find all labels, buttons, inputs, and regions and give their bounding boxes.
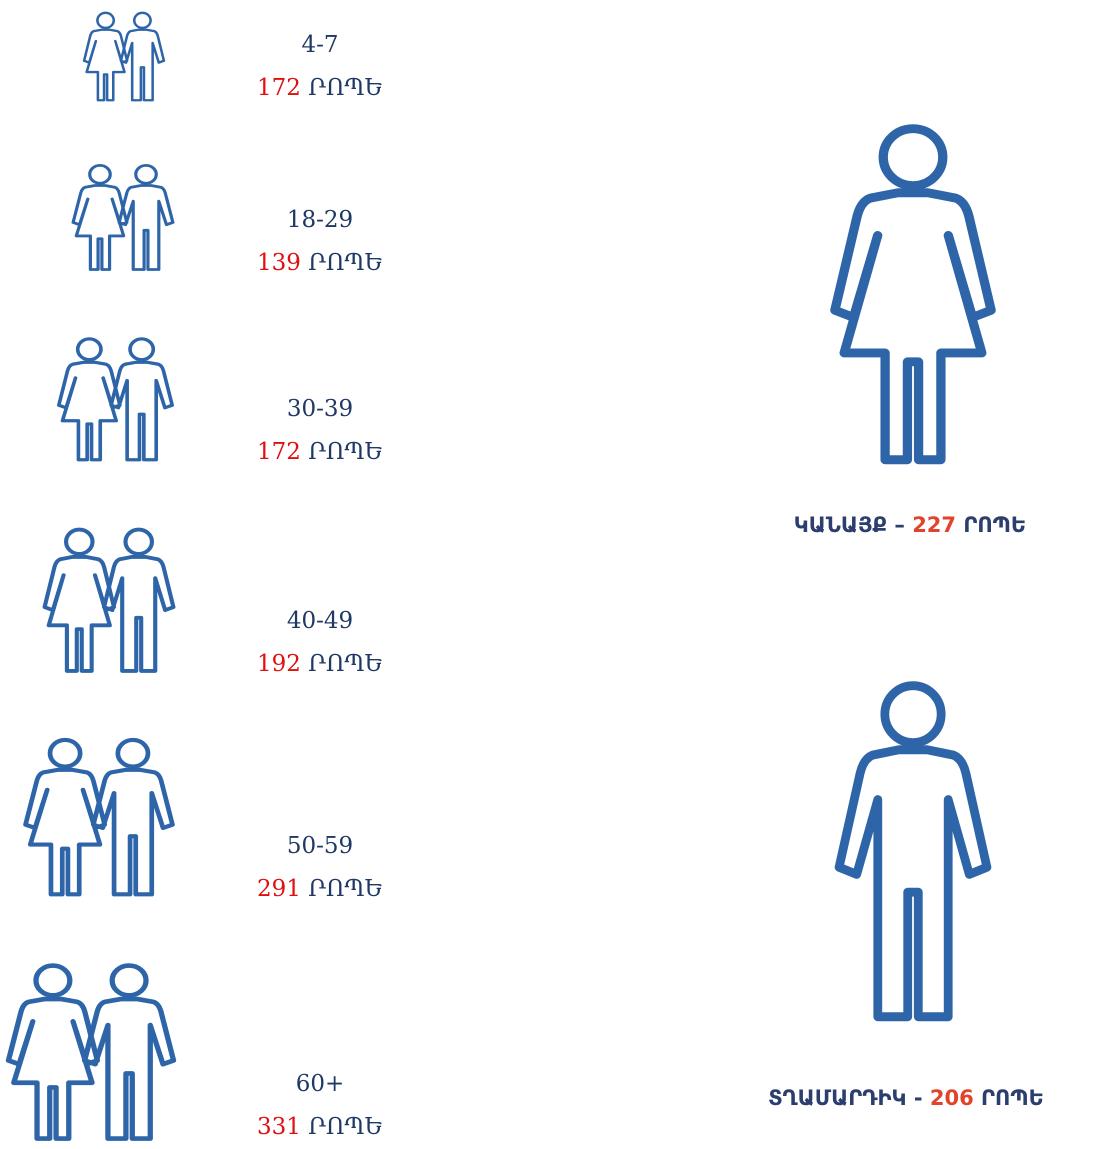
- age-group: 60+ 331 ՐՈՊԵ: [220, 1063, 420, 1149]
- age-group: 18-29 139 ՐՈՊԵ: [220, 199, 420, 285]
- age: 50-59: [286, 833, 354, 859]
- minutes: 331: [256, 1114, 301, 1140]
- couple-icon: [18, 735, 180, 901]
- unit: ՐՈՊԵ: [308, 876, 384, 902]
- label: ԿԱՆԱՅՔ: [793, 513, 888, 537]
- couple-icon: [68, 162, 178, 274]
- age: 4-7: [301, 32, 339, 58]
- minutes: 172: [256, 75, 301, 101]
- minutes: 206: [929, 1086, 974, 1110]
- man-icon: [825, 675, 1001, 1031]
- unit: ՐՈՊԵ: [308, 651, 384, 677]
- age: 30-39: [286, 396, 354, 422]
- woman-icon: [820, 118, 1006, 474]
- minutes: 139: [256, 250, 301, 276]
- minutes: 172: [256, 439, 301, 465]
- age-group: 30-39 172 ՐՈՊԵ: [220, 388, 420, 474]
- couple-icon: [0, 960, 182, 1146]
- age: 40-49: [286, 608, 354, 634]
- minutes: 227: [912, 513, 957, 537]
- age: 18-29: [286, 207, 354, 233]
- unit: ՐՈՊԵ: [963, 513, 1027, 537]
- unit: ՐՈՊԵ: [308, 439, 384, 465]
- unit: ՐՈՊԵ: [308, 1114, 384, 1140]
- label: ՏՂԱՄԱՐԴԻԿ: [768, 1086, 907, 1110]
- couple-icon: [38, 525, 180, 677]
- men-total: ՏՂԱՄԱՐԴԻԿ - 206 ՐՈՊԵ: [696, 1086, 1116, 1110]
- minutes: 192: [256, 651, 301, 677]
- unit: ՐՈՊԵ: [308, 250, 384, 276]
- couple-icon: [80, 10, 168, 104]
- women-total: ԿԱՆԱՅՔ – 227 ՐՈՊԵ: [700, 513, 1116, 537]
- couple-icon: [53, 335, 178, 465]
- minutes: 291: [256, 876, 301, 902]
- age-group: 50-59 291 ՐՈՊԵ: [220, 825, 420, 911]
- age: 60+: [295, 1071, 345, 1097]
- unit: ՐՈՊԵ: [981, 1086, 1044, 1110]
- separator: -: [913, 1086, 923, 1110]
- age-group: 4-7 172 ՐՈՊԵ: [220, 24, 420, 110]
- separator: –: [894, 513, 905, 537]
- unit: ՐՈՊԵ: [308, 75, 384, 101]
- age-group: 40-49 192 ՐՈՊԵ: [220, 600, 420, 686]
